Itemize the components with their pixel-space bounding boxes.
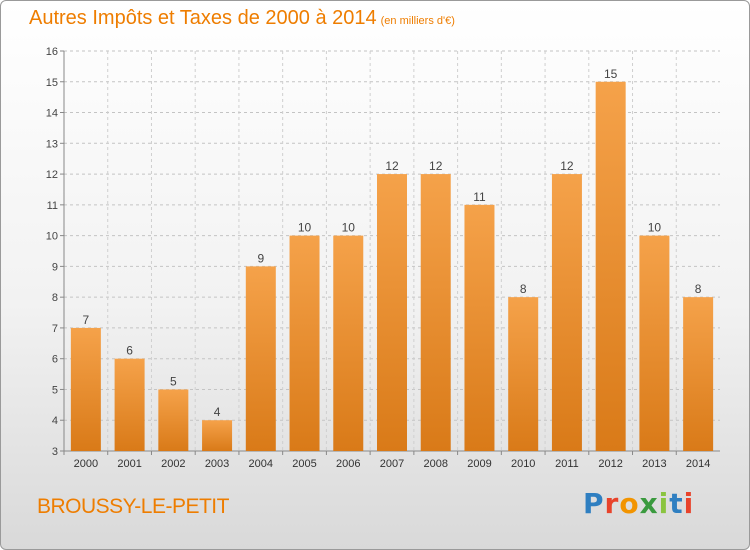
data-label: 12: [429, 159, 443, 173]
x-tick-label: 2007: [380, 458, 404, 470]
bar: [70, 327, 101, 451]
data-label: 8: [695, 282, 702, 296]
bar: [377, 174, 407, 452]
x-tick-label: 2014: [686, 458, 710, 470]
data-labels: 7 6 5 4 9 10 10 12 12 11 8 12 15 10 8: [83, 67, 702, 419]
bar: [639, 235, 670, 451]
y-tick-label: 12: [46, 169, 58, 181]
data-label: 4: [214, 405, 221, 419]
bar: [289, 235, 320, 451]
data-label: 15: [604, 67, 618, 81]
commune-name: BROUSSY-LE-PETIT: [37, 495, 229, 518]
bars: [70, 81, 714, 452]
x-tick-label: 2008: [423, 458, 447, 470]
data-label: 10: [298, 221, 312, 235]
y-tick-label: 10: [46, 231, 58, 243]
tick-labels: 3 4 5 6 7 8 9 10 11 12 13 14 15 16 2000 2001 2002 2003 200…: [46, 46, 711, 470]
y-tick-label: 4: [52, 415, 58, 427]
proxiti-logo: Proxiti: [583, 487, 695, 520]
x-tick-label: 2003: [205, 458, 229, 470]
bar: [464, 204, 495, 451]
bar: [595, 81, 626, 452]
data-label: 9: [257, 251, 264, 265]
x-tick-label: 2013: [642, 458, 666, 470]
y-tick-label: 6: [52, 354, 58, 366]
x-tick-label: 2001: [117, 458, 141, 470]
y-tick-label: 15: [46, 77, 58, 89]
y-tick-label: 16: [46, 46, 58, 58]
bar: [333, 235, 364, 451]
x-tick-label: 2005: [292, 458, 316, 470]
chart-title: Autres Impôts et Taxes de 2000 à 2014 (en…: [29, 7, 455, 30]
x-tick-label: 2006: [336, 458, 360, 470]
bar: [245, 266, 276, 451]
y-tick-label: 7: [52, 323, 58, 335]
data-label: 10: [648, 221, 662, 235]
data-label: 5: [170, 374, 177, 388]
x-tick-label: 2012: [598, 458, 622, 470]
y-tick-label: 9: [52, 261, 58, 273]
data-label: 6: [126, 344, 133, 358]
y-tick-label: 3: [52, 446, 58, 458]
x-tick-label: 2002: [161, 458, 185, 470]
data-label: 7: [83, 313, 90, 327]
bar: [420, 174, 451, 452]
y-tick-label: 14: [46, 108, 58, 120]
bar: [158, 389, 189, 451]
bar: [683, 297, 714, 451]
data-label: 8: [520, 282, 527, 296]
x-tick-label: 2004: [249, 458, 273, 470]
data-label: 12: [385, 159, 399, 173]
chart-title-main: Autres Impôts et Taxes de 2000 à 2014: [29, 7, 377, 29]
data-label: 11: [473, 190, 486, 204]
y-tick-label: 8: [52, 292, 58, 304]
bar: [114, 358, 145, 451]
x-tick-label: 2000: [74, 458, 98, 470]
chart-subtitle: (en milliers d'€): [380, 15, 455, 27]
data-label: 12: [560, 159, 574, 173]
y-tick-label: 13: [46, 138, 58, 150]
x-tick-label: 2009: [467, 458, 491, 470]
x-tick-label: 2010: [511, 458, 535, 470]
bar: [551, 174, 582, 452]
data-label: 10: [342, 221, 356, 235]
x-tick-label: 2011: [555, 458, 579, 470]
bar: [508, 297, 539, 451]
bar: [202, 420, 233, 451]
y-tick-label: 11: [47, 200, 58, 212]
y-tick-label: 5: [52, 384, 58, 396]
